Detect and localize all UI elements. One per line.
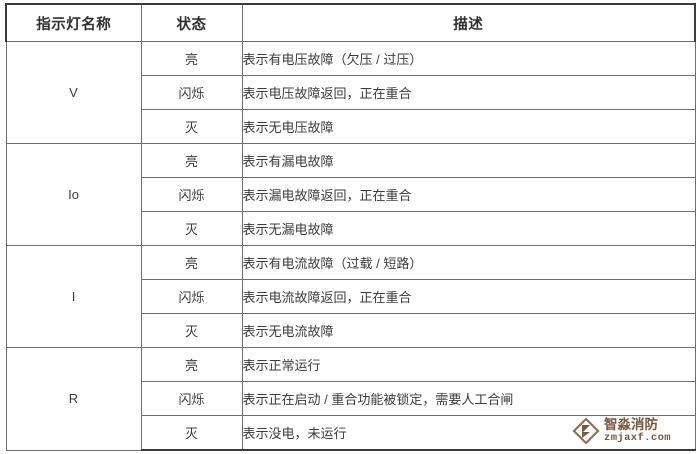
table-row: I 亮表示有电流故障（过载 / 短路） xyxy=(5,245,696,348)
table-row: R 亮表示正常运行 xyxy=(5,347,696,451)
table-body: V 亮表示有电压故障（欠压 / 过压） 闪烁 表示电压故障返回，正在重合灭表示无电压故… xyxy=(5,41,696,451)
state-cell: 灭 xyxy=(140,415,243,451)
description-cell: 表示正在启动 / 重合功能被锁定，需要人工合闸 xyxy=(241,381,696,416)
indicator-name-cell: I xyxy=(5,245,142,348)
state-cell: 灭 xyxy=(140,109,243,144)
indicator-name-cell: R xyxy=(5,347,142,451)
table-row: Io 亮表示有漏电故障 xyxy=(5,143,696,246)
state-cell: 灭 xyxy=(140,211,243,246)
description-cell: 表示电流故障返回，正在重合 xyxy=(241,279,696,314)
description-cell: 表示正常运行 xyxy=(241,347,696,382)
state-cell: 亮 xyxy=(140,245,243,280)
table-row: 闪烁 表示电流故障返回，正在重合 xyxy=(6,279,696,314)
state-cell: 亮 xyxy=(140,347,243,382)
table-row: 灭表示无电压故障 xyxy=(6,109,696,144)
column-header-description: 描述 xyxy=(241,3,696,42)
state-cell: 闪烁 xyxy=(140,381,243,416)
table-row: 灭表示没电，未运行 xyxy=(6,415,696,451)
table-row: 闪烁 表示正在启动 / 重合功能被锁定，需要人工合闸 xyxy=(6,381,696,416)
column-header-indicator: 指示灯名称 xyxy=(5,3,142,42)
description-cell: 表示有电压故障（欠压 / 过压） xyxy=(241,41,696,76)
description-cell: 表示有电流故障（过载 / 短路） xyxy=(241,245,696,280)
description-cell: 表示无电压故障 xyxy=(241,109,696,144)
state-cell: 亮 xyxy=(140,41,243,76)
table-header-row: 指示灯名称 状态 描述 xyxy=(5,3,696,42)
column-header-state: 状态 xyxy=(140,3,243,42)
table-row: 闪烁 表示漏电故障返回，正在重合 xyxy=(6,177,696,212)
description-cell: 表示漏电故障返回，正在重合 xyxy=(241,177,696,212)
description-cell: 表示有漏电故障 xyxy=(241,143,696,178)
state-cell: 灭 xyxy=(140,313,243,348)
table-header: 指示灯名称 状态 描述 xyxy=(5,3,696,42)
indicator-name-cell: V xyxy=(5,41,142,144)
table-row: V 亮表示有电压故障（欠压 / 过压） xyxy=(5,41,696,144)
description-cell: 表示无电流故障 xyxy=(241,313,696,348)
table-row: 闪烁 表示电压故障返回，正在重合 xyxy=(6,75,696,110)
state-cell: 闪烁 xyxy=(140,177,243,212)
indicator-name-cell: Io xyxy=(5,143,142,246)
state-cell: 闪烁 xyxy=(140,75,243,110)
description-cell: 表示无漏电故障 xyxy=(241,211,696,246)
table-row: 灭表示无电流故障 xyxy=(6,313,696,348)
description-cell: 表示没电，未运行 xyxy=(241,415,696,451)
table-row: 灭表示无漏电故障 xyxy=(6,211,696,246)
description-cell: 表示电压故障返回，正在重合 xyxy=(241,75,696,110)
state-cell: 亮 xyxy=(140,143,243,178)
state-cell: 闪烁 xyxy=(140,279,243,314)
indicator-status-table: 指示灯名称 状态 描述 V 亮表示有电压故障（欠压 / 过压） 闪烁 表示电压故障返回… xyxy=(5,3,696,451)
